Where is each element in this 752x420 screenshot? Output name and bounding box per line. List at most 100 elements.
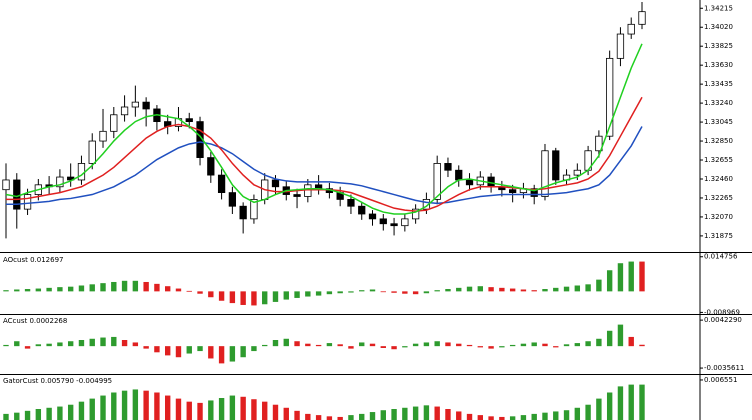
histogram-bar [423, 405, 430, 420]
y-tick-label: 1.33825 [704, 42, 733, 50]
histogram-bar [57, 406, 63, 420]
histogram-bar [596, 279, 602, 292]
candle-body [2, 179, 10, 191]
histogram-bar [412, 343, 419, 347]
histogram-bar [553, 346, 559, 348]
histogram-bar [628, 336, 634, 347]
histogram-bar [3, 290, 9, 292]
histogram-bar [165, 395, 171, 420]
candle-body [217, 174, 226, 194]
histogram-bar [359, 413, 365, 420]
candle-body [390, 223, 398, 227]
histogram-bar [100, 283, 106, 292]
histogram-bar [348, 346, 354, 349]
histogram-bar [585, 284, 591, 292]
histogram-bar [574, 285, 581, 292]
candle-body [455, 169, 463, 181]
candle-body [142, 101, 150, 110]
histogram-bar [197, 291, 203, 294]
histogram-bar [531, 290, 537, 292]
histogram-bar [111, 392, 117, 420]
candle-body [304, 184, 312, 197]
histogram-bar [24, 410, 31, 420]
y-tick-label: 1.32460 [704, 175, 733, 183]
histogram-bar [499, 287, 505, 292]
y-tick-label: -0.0035611 [704, 364, 744, 372]
histogram-bar [57, 287, 63, 292]
histogram-bar [574, 343, 581, 347]
histogram-bar [294, 410, 300, 420]
histogram-bar [14, 341, 20, 347]
histogram-bar [186, 401, 192, 420]
histogram-bar [305, 343, 311, 347]
candle-body [250, 199, 258, 220]
histogram-bar [262, 291, 268, 305]
histogram-bar [348, 291, 354, 293]
candle-body [293, 194, 301, 197]
candle-body [552, 150, 560, 181]
histogram-bar [531, 413, 537, 420]
histogram-bar [111, 281, 117, 292]
candle-body [530, 188, 538, 197]
candle-body [401, 218, 409, 227]
histogram-bar [262, 401, 268, 420]
histogram-bar [46, 407, 52, 420]
candle-body [465, 179, 474, 186]
histogram-bar [272, 291, 279, 302]
histogram-bar [67, 286, 74, 292]
y-tick-label: 1.32070 [704, 213, 733, 221]
candle-body [411, 208, 420, 220]
histogram-bar [434, 406, 440, 420]
y-tick-label: 0.0042290 [704, 316, 742, 324]
histogram-bar [143, 281, 149, 292]
histogram-bar [520, 343, 527, 347]
histogram-bar [466, 344, 473, 347]
histogram-bar [46, 287, 52, 292]
histogram-bar [369, 343, 376, 347]
histogram-bar [78, 401, 85, 420]
histogram-bar [100, 337, 106, 347]
histogram-bar [154, 392, 160, 420]
histogram-bar [3, 413, 9, 420]
histogram-bar [639, 261, 645, 292]
y-tick-label: 1.33435 [704, 80, 733, 88]
histogram-bar [337, 291, 343, 294]
histogram-bar [208, 400, 214, 420]
histogram-bar [165, 346, 171, 356]
histogram-bar [639, 384, 645, 420]
histogram-bar [165, 286, 171, 292]
panel-title: ACcust 0.0002268 [3, 317, 67, 325]
histogram-bar [402, 407, 408, 420]
histogram-bar [553, 411, 559, 420]
histogram-bar [509, 416, 516, 420]
histogram-bar [606, 330, 613, 347]
histogram-bar [391, 291, 397, 293]
y-tick-label: 1.32265 [704, 194, 733, 202]
histogram-bar [369, 412, 376, 420]
candle-body [131, 101, 139, 108]
histogram-bar [596, 338, 602, 347]
histogram-bar [348, 415, 354, 420]
histogram-bar [380, 410, 386, 420]
histogram-bar [229, 346, 236, 362]
histogram-bar [240, 396, 246, 420]
candle-body [88, 140, 96, 164]
histogram-bar [402, 291, 408, 294]
histogram-bar [359, 290, 365, 292]
candle-body [379, 218, 387, 225]
y-tick-label: 1.31875 [704, 232, 733, 240]
histogram-bar [218, 291, 225, 301]
histogram-bar [111, 336, 117, 347]
histogram-bar [132, 342, 139, 347]
histogram-bar [434, 290, 440, 292]
histogram-bar [154, 346, 160, 353]
histogram-bar [531, 342, 537, 347]
candle-body [616, 33, 625, 59]
histogram-bar [35, 288, 42, 292]
histogram-bar [585, 404, 591, 420]
histogram-bar [542, 412, 548, 420]
candle-body [239, 205, 247, 220]
histogram-bar [628, 261, 634, 292]
histogram-bar [186, 290, 192, 292]
candle-body [120, 106, 129, 116]
